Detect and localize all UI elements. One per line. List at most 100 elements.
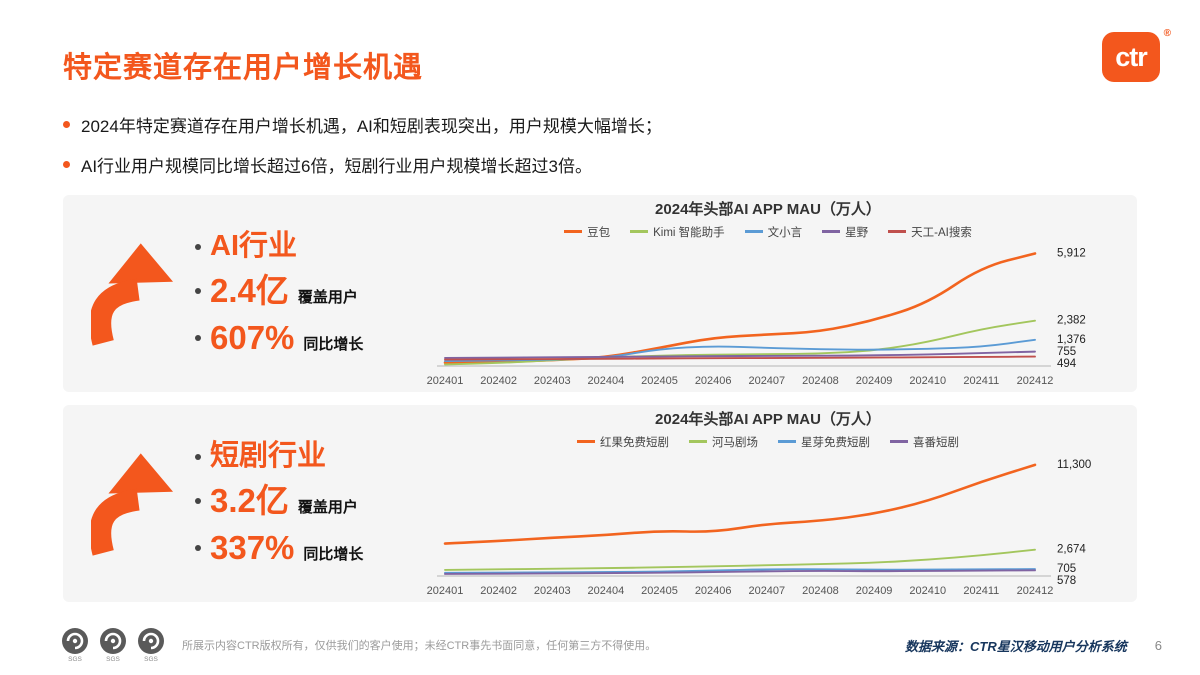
- legend-label: 红果免费短剧: [600, 436, 669, 449]
- bullet-item: 2024年特定赛道存在用户增长机遇，AI和短剧表现突出，用户规模大幅增长；: [63, 112, 1137, 137]
- panel-ai-industry: AI行业 2.4亿 覆盖用户 607% 同比增长 2024年头部AI APP M…: [63, 195, 1137, 392]
- svg-text:SGS: SGS: [144, 656, 158, 663]
- legend-label: 文小言: [767, 226, 803, 239]
- legend-swatch-icon: [630, 230, 649, 233]
- stat-line: 607% 同比增长: [195, 319, 413, 357]
- x-axis-label: 202410: [909, 375, 946, 387]
- sgs-certification-badge-icon: SGS: [62, 628, 88, 663]
- stat-line: 短剧行业: [195, 440, 413, 473]
- stat-bullet-icon: [195, 243, 201, 250]
- chart-legend: 豆包 Kimi 智能助手 文小言 星野 天工-AI搜索: [564, 224, 972, 240]
- x-axis-label: 202408: [802, 375, 839, 387]
- legend-swatch-icon: [888, 230, 907, 233]
- panel-stats: 短剧行业 3.2亿 覆盖用户 337% 同比增长: [191, 440, 413, 567]
- legend-label: 星芽免费短剧: [801, 436, 870, 449]
- series-end-value-label: 11,300: [1057, 458, 1091, 470]
- stat-bullet-icon: [195, 288, 201, 295]
- legend-swatch-icon: [778, 440, 796, 443]
- yoy-growth-value: 607%: [210, 319, 295, 357]
- legend-item: 星芽免费短剧: [778, 434, 870, 450]
- legend-swatch-icon: [577, 440, 595, 443]
- series-line: [444, 355, 1036, 360]
- x-axis-label: 202402: [480, 375, 517, 387]
- registered-mark: ®: [1163, 28, 1171, 39]
- panel-category-label: 短剧行业: [210, 439, 327, 472]
- series-line: [444, 568, 1036, 575]
- line-chart-plot: 202401 202402 202403 202404 202405 202406 2024…: [427, 458, 1092, 597]
- stat-bullet-icon: [195, 453, 201, 460]
- series-end-value-label: 2,674: [1057, 543, 1086, 555]
- series-end-value-label: 494: [1057, 357, 1077, 369]
- intro-bullets: 2024年特定赛道存在用户增长机遇，AI和短剧表现突出，用户规模大幅增长； AI…: [63, 112, 1137, 177]
- line-chart-plot: 202401 202402 202403 202404 202405 202406 2024…: [427, 247, 1086, 387]
- x-axis-label: 202403: [534, 375, 571, 387]
- x-axis-label: 202412: [1017, 585, 1054, 597]
- stat-line: 3.2亿 覆盖用户: [195, 482, 413, 520]
- growth-arrow-wrap: [87, 235, 191, 353]
- series-end-value-label: 1,376: [1057, 333, 1086, 345]
- ctr-logo-icon: ctr ®: [1102, 28, 1171, 82]
- panel-stats: AI行业 2.4亿 覆盖用户 607% 同比增长: [191, 230, 413, 357]
- x-axis-label: 202404: [588, 375, 625, 387]
- covered-users-value: 2.4亿: [210, 272, 289, 310]
- logo-text: ctr: [1115, 41, 1148, 72]
- x-axis-label: 202403: [534, 585, 571, 597]
- x-axis-label: 202409: [856, 375, 893, 387]
- x-axis-label: 202406: [695, 375, 732, 387]
- growth-arrow-wrap: [87, 445, 191, 563]
- bullet-text: AI行业用户规模同比增长超过6倍，短剧行业用户规模增长超过3倍。: [81, 157, 592, 176]
- legend-label: 天工-AI搜索: [911, 226, 972, 239]
- x-axis-label: 202407: [748, 585, 785, 597]
- x-axis-label: 202406: [695, 585, 732, 597]
- legend-item: Kimi 智能助手: [630, 224, 725, 240]
- curved-up-arrow-icon: [91, 452, 174, 556]
- yoy-growth-value: 337%: [210, 529, 295, 567]
- panels: AI行业 2.4亿 覆盖用户 607% 同比增长 2024年头部AI APP M…: [63, 195, 1137, 602]
- legend-item: 河马剧场: [689, 434, 758, 450]
- ai-app-mau-chart: 2024年头部AI APP MAU（万人） 豆包 Kimi 智能助手 文小言 星野 天工…: [413, 196, 1123, 392]
- legend-item: 红果免费短剧: [577, 434, 669, 450]
- legend-swatch-icon: [564, 230, 583, 233]
- series-end-value-label: 2,382: [1057, 314, 1086, 326]
- footer-right: 数据来源：CTR星汉移动用户分析系统 6: [905, 636, 1162, 655]
- x-axis-label: 202409: [856, 585, 893, 597]
- x-axis-label: 202411: [963, 585, 999, 597]
- panel-category-label: AI行业: [210, 229, 298, 262]
- chart-legend: 红果免费短剧 河马剧场 星芽免费短剧 喜番短剧: [577, 434, 959, 450]
- footer: SGS SGS SGS 所展示内容CTR版权所有，仅供我们的客户使用；未经CTR事先…: [60, 627, 1162, 663]
- page-title: 特定赛道存在用户增长机遇: [63, 52, 424, 84]
- short-drama-app-mau-chart: 2024年头部AI APP MAU（万人） 红果免费短剧 河马剧场 星芽免费短剧 喜番…: [413, 406, 1123, 602]
- series-line: [444, 350, 1036, 359]
- x-axis-label: 202404: [588, 585, 625, 597]
- svg-text:SGS: SGS: [68, 656, 82, 663]
- bullet-dot-icon: [63, 161, 70, 168]
- legend-label: 喜番短剧: [913, 436, 959, 449]
- series-end-value-label: 578: [1057, 575, 1076, 587]
- covered-users-label: 覆盖用户: [297, 499, 358, 517]
- x-axis-label: 202402: [480, 585, 517, 597]
- stat-bullet-icon: [195, 498, 201, 505]
- stat-line: 2.4亿 覆盖用户: [195, 272, 413, 310]
- yoy-growth-label: 同比增长: [303, 546, 364, 564]
- series-end-value-label: 755: [1057, 345, 1076, 357]
- chart-title: 2024年头部AI APP MAU（万人）: [655, 200, 881, 218]
- x-axis-label: 202405: [641, 585, 678, 597]
- stat-bullet-icon: [195, 545, 201, 552]
- series-line: [444, 548, 1036, 571]
- stat-line: AI行业: [195, 230, 413, 263]
- curved-up-arrow-icon: [91, 242, 174, 346]
- legend-label: Kimi 智能助手: [653, 226, 725, 239]
- stat-line: 337% 同比增长: [195, 529, 413, 567]
- x-axis-label: 202401: [427, 585, 464, 597]
- series-line: [444, 567, 1036, 574]
- legend-label: 河马剧场: [712, 436, 758, 449]
- legend-swatch-icon: [689, 440, 707, 443]
- legend-item: 天工-AI搜索: [888, 224, 972, 240]
- bullet-item: AI行业用户规模同比增长超过6倍，短剧行业用户规模增长超过3倍。: [63, 152, 1137, 177]
- copyright-disclaimer: 所展示内容CTR版权所有，仅供我们的客户使用；未经CTR事先书面同意，任何第三方…: [182, 640, 657, 652]
- bullet-dot-icon: [63, 121, 70, 128]
- x-axis-label: 202407: [748, 375, 785, 387]
- legend-swatch-icon: [744, 230, 763, 233]
- covered-users-label: 覆盖用户: [297, 289, 358, 307]
